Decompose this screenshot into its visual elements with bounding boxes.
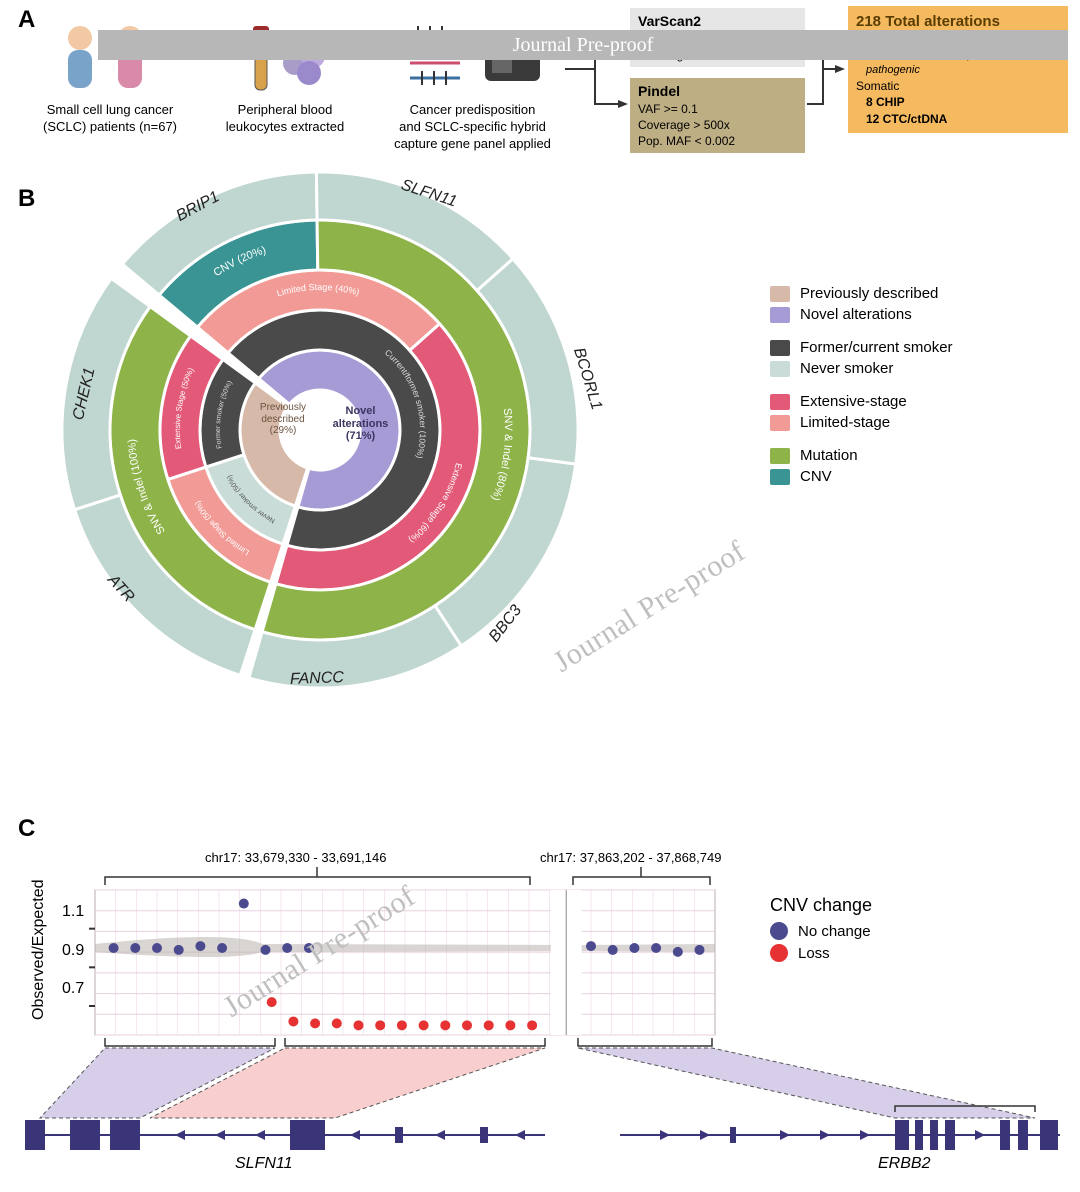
track-gene-left: SLFN11 [235, 1155, 293, 1173]
track-gene-right: ERBB2 [878, 1155, 930, 1173]
gene-track [0, 0, 1080, 1192]
